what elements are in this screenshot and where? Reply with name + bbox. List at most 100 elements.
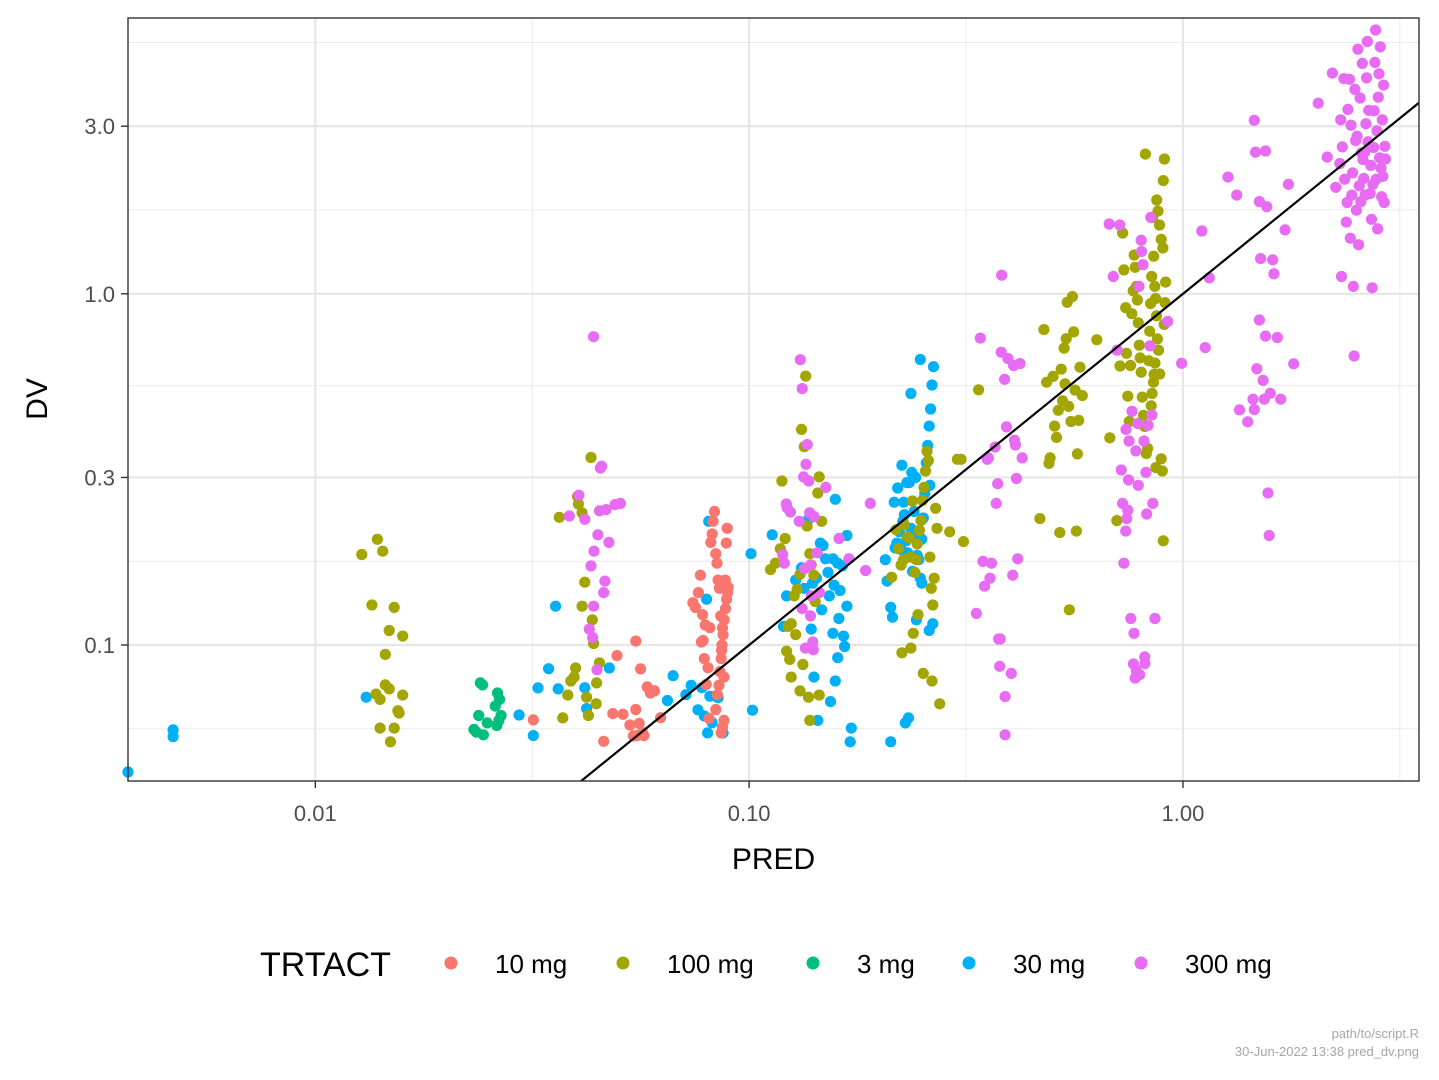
data-point (1123, 435, 1135, 447)
data-point (1349, 83, 1361, 95)
identity-line-group (580, 101, 1420, 782)
data-point (721, 522, 733, 534)
data-point (930, 502, 942, 514)
data-point (813, 689, 825, 701)
data-point (823, 590, 835, 602)
data-point (794, 685, 806, 697)
data-point (796, 383, 808, 395)
data-point (906, 495, 919, 507)
data-point (1014, 358, 1026, 370)
data-point (1253, 314, 1265, 326)
data-point (685, 679, 697, 691)
data-point (1007, 569, 1019, 581)
data-point (957, 536, 970, 548)
data-point (366, 599, 378, 611)
data-point (1091, 334, 1103, 346)
data-point (397, 630, 409, 642)
data-point (1120, 423, 1132, 435)
data-point (794, 354, 806, 366)
data-point (1344, 232, 1356, 244)
data-point (928, 572, 940, 584)
data-point (1128, 627, 1140, 639)
data-point (722, 581, 734, 593)
data-point (360, 691, 372, 703)
data-point (1257, 374, 1269, 386)
data-point (888, 496, 900, 508)
data-point (795, 423, 808, 435)
data-point (979, 580, 991, 592)
data-point (1044, 452, 1056, 464)
y-axis-title: DV (21, 378, 54, 420)
data-point (801, 439, 813, 451)
data-point (579, 513, 591, 525)
data-point (383, 624, 395, 637)
data-point (811, 547, 823, 559)
data-point (1248, 114, 1260, 126)
data-point (800, 458, 812, 470)
data-point (919, 465, 932, 477)
data-point (563, 510, 575, 522)
data-point (833, 612, 845, 625)
data-point (711, 689, 724, 701)
data-point (985, 557, 998, 569)
data-point (1351, 130, 1363, 142)
data-point (1009, 439, 1022, 451)
data-point (1005, 667, 1017, 680)
data-point (698, 653, 710, 665)
data-point (926, 379, 938, 391)
data-point (804, 610, 817, 622)
data-point (1058, 342, 1070, 354)
data-point (822, 566, 834, 579)
data-point (1060, 333, 1072, 345)
data-point (864, 497, 876, 509)
data-point (841, 600, 853, 612)
data-point (803, 475, 815, 487)
x-tick-label: 0.10 (728, 801, 771, 826)
data-point (702, 727, 714, 739)
data-point (813, 471, 825, 483)
data-point (944, 526, 956, 538)
data-point (1155, 453, 1167, 465)
data-point (1348, 350, 1360, 362)
caption-timestamp: 30-Jun-2022 13:38 pred_dv.png (1234, 1044, 1419, 1059)
data-point (1160, 276, 1172, 288)
legend-key (962, 956, 976, 970)
data-point (667, 670, 679, 682)
data-point (553, 511, 565, 523)
data-point (388, 601, 400, 614)
data-point (1120, 347, 1133, 359)
data-point (1115, 464, 1127, 476)
x-tick-label: 1.00 (1162, 801, 1205, 826)
data-point (973, 384, 985, 396)
legend-key (444, 956, 458, 970)
data-point (167, 724, 179, 736)
data-point (805, 559, 817, 571)
data-point (924, 551, 936, 563)
data-point (931, 522, 943, 534)
data-point (1321, 151, 1333, 163)
data-point (1176, 357, 1188, 369)
data-point (1370, 24, 1382, 36)
data-point (1121, 513, 1133, 525)
data-point (1267, 254, 1279, 266)
data-point (903, 532, 915, 544)
data-point (611, 650, 623, 662)
data-point (1066, 291, 1078, 303)
y-tick-label: 0.1 (84, 633, 115, 658)
data-point (1120, 525, 1132, 537)
data-point (916, 577, 928, 589)
data-point (661, 694, 674, 707)
x-tick-label: 0.01 (294, 801, 337, 826)
data-point (716, 639, 728, 651)
data-point (977, 555, 989, 568)
data-point (1376, 114, 1388, 126)
data-point (812, 487, 824, 499)
legend-key (1134, 956, 1148, 970)
data-point (715, 653, 727, 665)
data-point (710, 703, 722, 716)
data-point (1378, 196, 1390, 209)
data-point (1139, 658, 1151, 670)
data-point (1126, 405, 1138, 417)
data-point (583, 623, 595, 635)
data-point (994, 660, 1006, 672)
